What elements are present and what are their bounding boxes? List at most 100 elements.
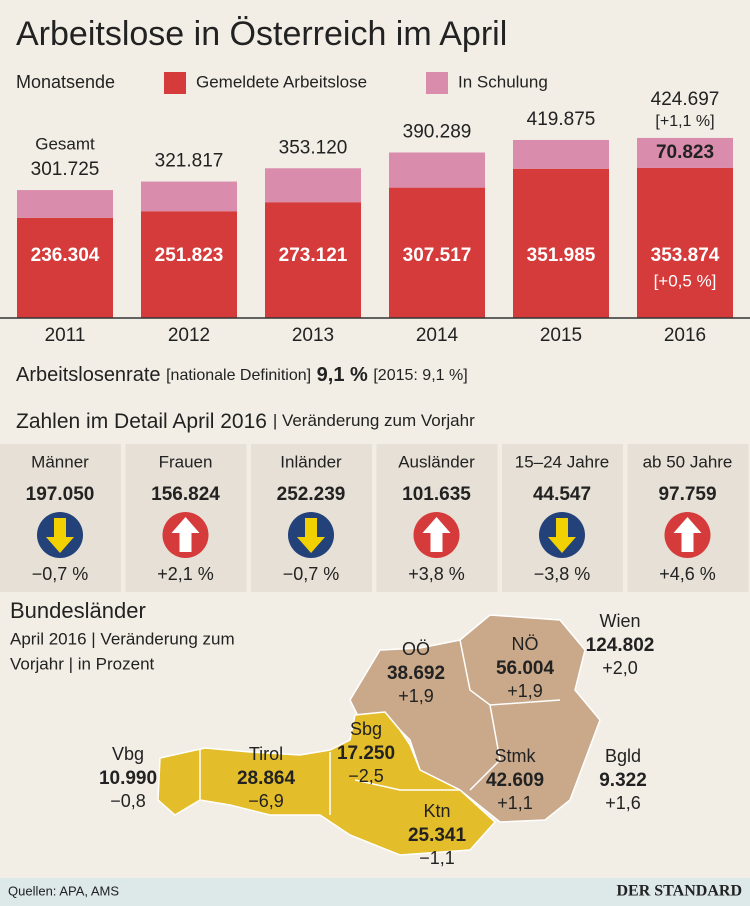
bar-segment — [513, 139, 609, 169]
bar-segment — [265, 202, 361, 318]
total-label: 353.120 — [279, 137, 348, 158]
legend-label: Gemeldete Arbeitslose — [196, 72, 367, 91]
group-label: Inländer — [280, 452, 342, 471]
region-value: 56.004 — [496, 658, 555, 679]
region-name: NÖ — [512, 634, 539, 654]
group-change: −0,7 % — [32, 564, 89, 584]
region-value: 42.609 — [486, 770, 544, 791]
region-value: 17.250 — [337, 743, 395, 764]
states-subtitle: April 2016 | Veränderung zum — [10, 629, 235, 648]
bar-segment — [17, 190, 113, 218]
group-label: Frauen — [159, 452, 213, 471]
region-change: −0,8 — [110, 791, 146, 811]
region-name: Wien — [599, 611, 640, 631]
value-label: 236.304 — [31, 245, 100, 266]
region-name: Vbg — [112, 744, 144, 764]
states-title: Bundesländer — [10, 598, 146, 623]
map-border — [199, 639, 561, 815]
bar-segment — [141, 181, 237, 212]
map — [157, 614, 601, 856]
group-value: 97.759 — [658, 484, 716, 505]
detail-title: Zahlen im Detail April 2016 — [16, 410, 267, 433]
detail-title: Zahlen im Detail April 2016 | Veränderun… — [16, 410, 475, 433]
group-value: 101.635 — [402, 484, 471, 505]
group-change: −3,8 % — [534, 564, 591, 584]
total-label: 390.289 — [403, 122, 472, 143]
group-change: −0,7 % — [283, 564, 340, 584]
region-value: 28.864 — [237, 768, 296, 789]
rate-previous: [2015: 9,1 %] — [373, 367, 467, 384]
bar-segment — [637, 137, 733, 168]
group-label: 15–24 Jahre — [515, 452, 610, 471]
region-value: 10.990 — [99, 768, 157, 789]
region-name: Stmk — [494, 746, 536, 766]
chart-title: Arbeitslose in Österreich im April — [16, 15, 507, 53]
legend-swatch — [426, 72, 448, 94]
arrow — [673, 517, 702, 552]
total-label: 419.875 — [527, 109, 596, 130]
bar-segment — [17, 217, 113, 318]
region-name: Ktn — [423, 801, 450, 821]
group-value: 252.239 — [277, 484, 346, 505]
x-tick-label: 2015 — [540, 325, 582, 346]
group-label: ab 50 Jahre — [643, 452, 733, 471]
region-value: 9.322 — [599, 770, 647, 791]
total-caption: Gesamt — [35, 135, 95, 154]
arrow — [297, 518, 325, 553]
arrow — [46, 518, 74, 553]
group-value: 197.050 — [26, 484, 95, 505]
footer-source: Quellen: APA, AMS — [8, 883, 119, 898]
arrow — [171, 517, 200, 552]
region-change: +1,6 — [605, 793, 641, 813]
rate-label: Arbeitslosenrate [nationale Definition] … — [16, 364, 468, 386]
bar-segment — [389, 152, 485, 188]
bar-segment — [637, 167, 733, 318]
region-change: +1,9 — [398, 686, 434, 706]
region-change: −2,5 — [348, 766, 384, 786]
x-tick-label: 2016 — [664, 325, 706, 346]
region-change: +2,0 — [602, 658, 638, 678]
total-label: 424.697 — [651, 89, 720, 110]
x-tick-label: 2014 — [416, 325, 459, 346]
value-label: 273.121 — [279, 245, 348, 266]
footer-brand: DER STANDARD — [617, 883, 743, 900]
value-label: 353.874 — [651, 245, 720, 266]
subtitle: Monatsende — [16, 72, 115, 92]
region-value: 38.692 — [387, 663, 445, 684]
total-label: 321.817 — [155, 151, 224, 172]
region-name: Tirol — [249, 744, 283, 764]
annotation: [+1,1 %] — [655, 113, 714, 130]
region-name: Sbg — [350, 719, 382, 739]
rate-label: Arbeitslosenrate — [16, 364, 161, 386]
region-change: +1,1 — [497, 793, 533, 813]
arrow — [548, 518, 576, 553]
legend-label: In Schulung — [458, 72, 548, 91]
bar-segment — [513, 168, 609, 318]
group-label: Ausländer — [398, 452, 475, 471]
bar-segment — [141, 211, 237, 318]
value-label: 70.823 — [656, 142, 714, 163]
group-change: +2,1 % — [157, 564, 214, 584]
region-value: 124.802 — [586, 635, 655, 656]
region-change: −6,9 — [248, 791, 284, 811]
legend-swatch — [164, 72, 186, 94]
footer-bar — [0, 878, 750, 906]
value-label: 351.985 — [527, 245, 596, 266]
x-tick-label: 2012 — [168, 325, 210, 346]
total-label: 301.725 — [31, 159, 100, 180]
x-tick-label: 2013 — [292, 325, 334, 346]
rate-value: 9,1 % — [317, 364, 368, 386]
group-label: Männer — [31, 452, 89, 471]
group-value: 156.824 — [151, 484, 220, 505]
value-label: 307.517 — [403, 245, 472, 266]
rate-definition: [nationale Definition] — [166, 367, 311, 384]
region-change: −1,1 — [419, 848, 455, 868]
region-name: OÖ — [402, 639, 430, 659]
region-change: +1,9 — [507, 681, 543, 701]
bar-segment — [389, 187, 485, 318]
detail-subtitle: | Veränderung zum Vorjahr — [273, 411, 475, 430]
region-value: 25.341 — [408, 825, 467, 846]
annotation: [+0,5 %] — [654, 271, 717, 290]
states-subtitle: Vorjahr | in Prozent — [10, 654, 155, 673]
